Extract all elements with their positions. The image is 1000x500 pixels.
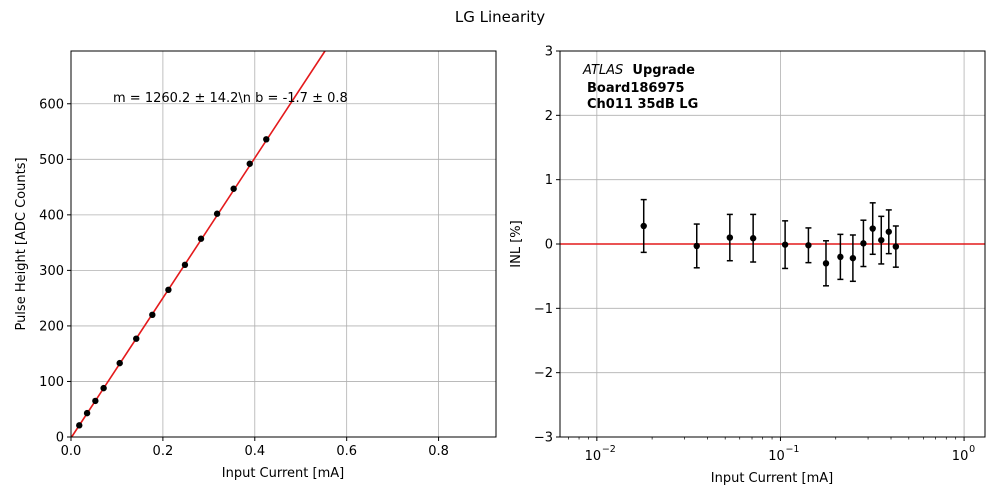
inl-y-tick-label: 2 xyxy=(545,109,553,124)
atlas-legend: ATLAS Upgrade Board186975 Ch011 35dB LG xyxy=(582,63,698,112)
linearity-plot: 0.0 0.2 0.4 0.6 0.8 0 100 200 300 400 500 600 m = … xyxy=(14,50,497,481)
inl-point xyxy=(860,240,867,247)
data-point xyxy=(263,136,270,143)
linearity-y-tick-label: 200 xyxy=(39,319,64,334)
inl-y-ticks: −3 −2 −1 0 1 2 3 xyxy=(534,45,560,446)
inl-point xyxy=(822,260,830,267)
inl-point xyxy=(805,242,812,249)
inl-point xyxy=(781,241,789,248)
svg-text:ATLAS Upgrade: ATLAS Upgrade xyxy=(582,63,695,78)
inl-x-tick-label: 10 xyxy=(952,449,969,464)
inl-y-tick-label: 0 xyxy=(545,238,553,253)
linearity-x-tick-label: 0.4 xyxy=(244,444,265,459)
inl-point xyxy=(726,234,734,241)
inl-y-tick-label: −3 xyxy=(534,431,553,446)
linearity-y-tick-label: 600 xyxy=(39,97,64,112)
linearity-y-tick-label: 500 xyxy=(39,153,64,168)
inl-x-ticks: 10 −2 10 −1 10 0 xyxy=(568,437,975,464)
linearity-y-tick-label: 300 xyxy=(39,264,64,279)
data-point xyxy=(230,185,237,192)
linearity-x-tick-label: 0.0 xyxy=(61,444,82,459)
atlas-label: ATLAS xyxy=(582,63,623,78)
linearity-x-tick-label: 0.8 xyxy=(428,444,449,459)
data-point xyxy=(83,409,91,417)
linearity-axes-frame xyxy=(70,50,497,438)
linearity-x-tick-label: 0.2 xyxy=(153,444,174,459)
inl-x-tick-label: 10 xyxy=(585,449,602,464)
linearity-x-ticks: 0.0 0.2 0.4 0.6 0.8 xyxy=(61,437,449,459)
fit-line xyxy=(70,50,326,438)
inl-points xyxy=(640,198,900,287)
data-point xyxy=(76,422,83,429)
inl-y-tick-label: 3 xyxy=(545,45,553,60)
board-label: Board186975 xyxy=(587,81,685,96)
inl-x-tick-label: 10 xyxy=(768,449,785,464)
inl-x-label: Input Current [mA] xyxy=(711,471,833,486)
data-point xyxy=(92,397,99,405)
linearity-y-tick-label: 100 xyxy=(39,375,64,390)
inl-x-tick-exponent: 0 xyxy=(969,444,975,455)
figure-title: LG Linearity xyxy=(455,8,545,26)
data-point xyxy=(246,160,253,167)
inl-point xyxy=(885,228,892,235)
inl-point xyxy=(869,225,876,232)
data-point xyxy=(213,210,221,217)
inl-x-tick-exponent: −2 xyxy=(602,444,616,455)
inl-point xyxy=(749,235,757,242)
data-point xyxy=(181,261,189,269)
channel-label: Ch011 35dB LG xyxy=(587,97,698,112)
linearity-y-tick-label: 400 xyxy=(39,208,64,223)
data-point xyxy=(197,235,205,242)
inl-point xyxy=(878,236,885,244)
linearity-y-ticks: 0 100 200 300 400 500 600 xyxy=(39,97,71,446)
linearity-grid xyxy=(70,51,496,438)
inl-point xyxy=(892,243,900,250)
upgrade-label: Upgrade xyxy=(632,63,695,78)
inl-point xyxy=(693,242,700,250)
linearity-y-label: Pulse Height [ADC Counts] xyxy=(14,157,29,330)
inl-point xyxy=(849,254,857,262)
inl-y-tick-label: −2 xyxy=(534,366,553,381)
fit-annotation: m = 1260.2 ± 14.2\n b = -1.7 ± 0.8 xyxy=(113,91,348,106)
linear-fit-line xyxy=(70,50,326,438)
data-point xyxy=(165,286,172,294)
data-point xyxy=(116,359,123,367)
inl-x-tick-exponent: −1 xyxy=(785,444,799,455)
inl-y-label: INL [%] xyxy=(509,220,524,267)
linearity-points xyxy=(76,136,270,429)
data-point xyxy=(149,311,156,319)
inl-point xyxy=(640,222,647,230)
data-point xyxy=(100,384,107,392)
inl-point xyxy=(837,253,844,261)
linearity-x-tick-label: 0.6 xyxy=(336,444,357,459)
inl-y-tick-label: 1 xyxy=(545,173,553,188)
inl-y-tick-label: −1 xyxy=(534,302,553,317)
data-point xyxy=(133,335,140,342)
linearity-y-tick-label: 0 xyxy=(56,431,64,446)
linearity-x-label: Input Current [mA] xyxy=(222,466,344,481)
